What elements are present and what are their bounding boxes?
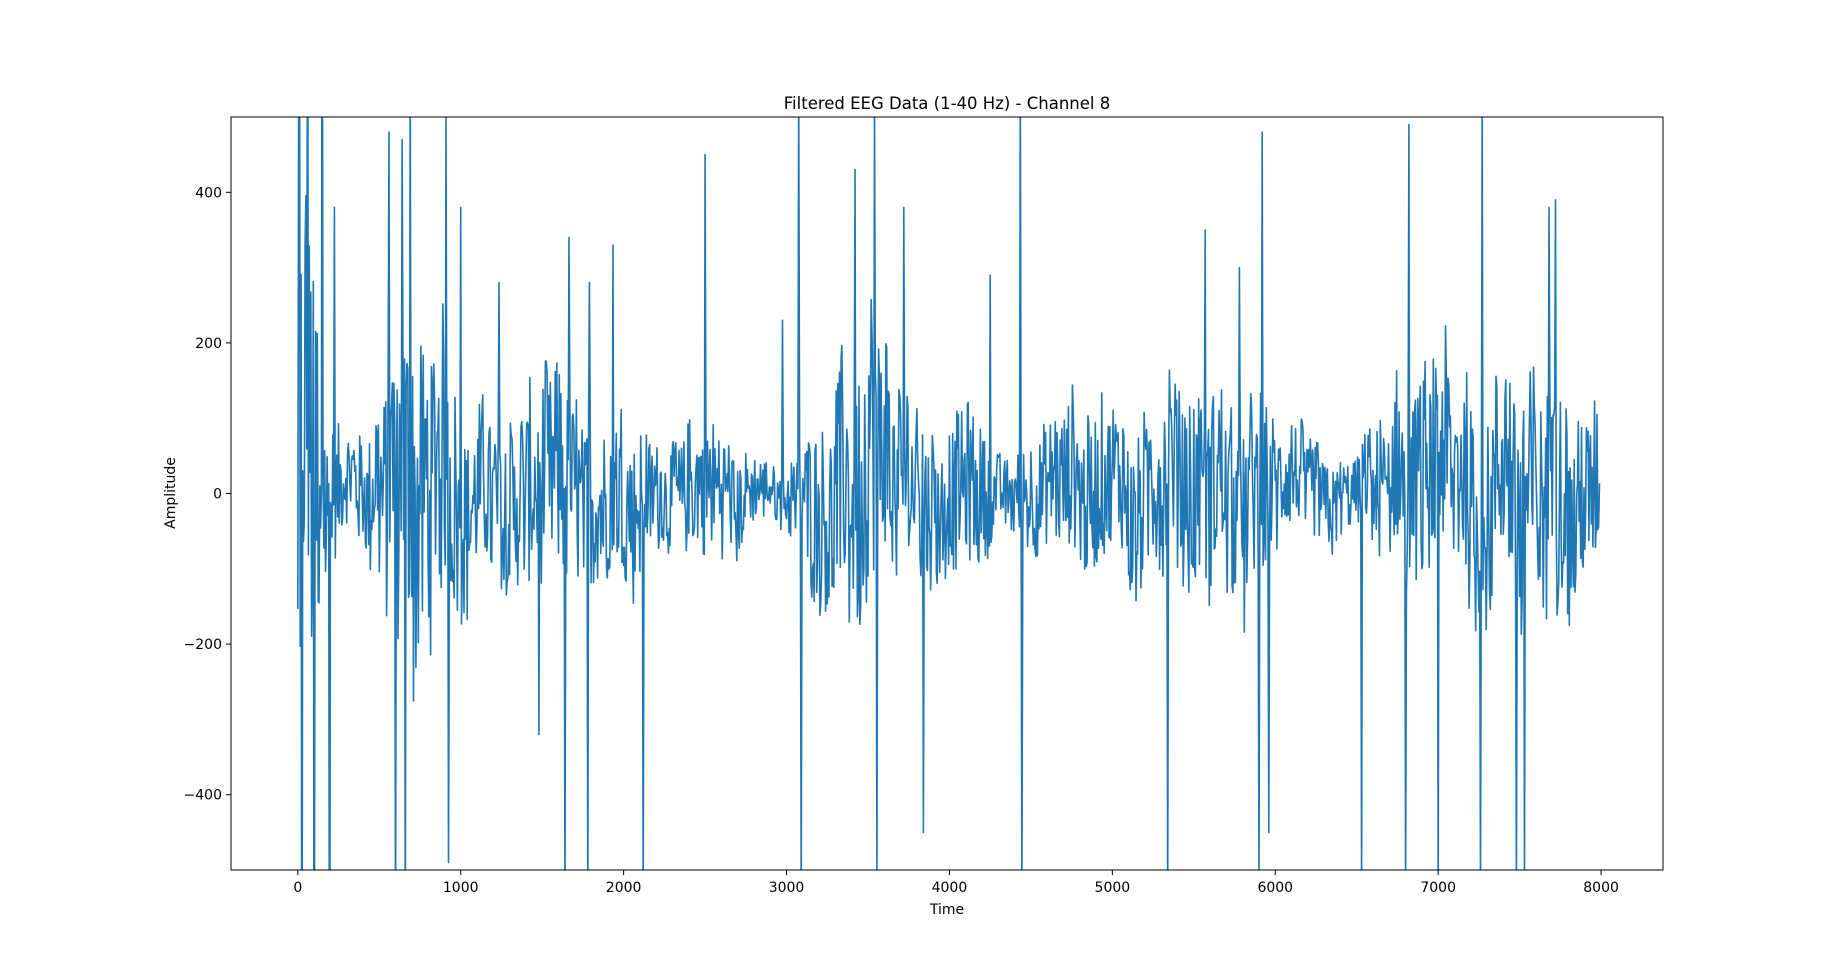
y-tick-label: 400 — [195, 185, 222, 201]
y-axis-ticks: −400 −200 0 200 400 — [184, 185, 231, 804]
y-tick-label: 200 — [195, 336, 222, 352]
eeg-signal-line — [297, 117, 1601, 870]
y-tick-label: −200 — [184, 637, 222, 653]
x-tick-label: 5000 — [1095, 880, 1131, 896]
x-tick-label: 2000 — [606, 880, 642, 896]
x-tick-label: 3000 — [769, 880, 805, 896]
x-tick-label: 0 — [293, 880, 302, 896]
y-tick-label: 0 — [213, 487, 222, 503]
x-tick-label: 1000 — [443, 880, 479, 896]
x-axis-label: Time — [929, 902, 964, 918]
chart-title: Filtered EEG Data (1-40 Hz) - Channel 8 — [784, 94, 1110, 113]
x-tick-label: 6000 — [1257, 880, 1293, 896]
plot-area — [297, 117, 1601, 870]
x-tick-label: 8000 — [1583, 880, 1619, 896]
x-tick-label: 7000 — [1420, 880, 1456, 896]
y-axis-label: Amplitude — [163, 457, 179, 529]
x-axis-ticks: 0 1000 2000 3000 4000 5000 6000 7000 8000 — [293, 870, 1619, 896]
y-tick-label: −400 — [184, 788, 222, 804]
x-tick-label: 4000 — [932, 880, 968, 896]
